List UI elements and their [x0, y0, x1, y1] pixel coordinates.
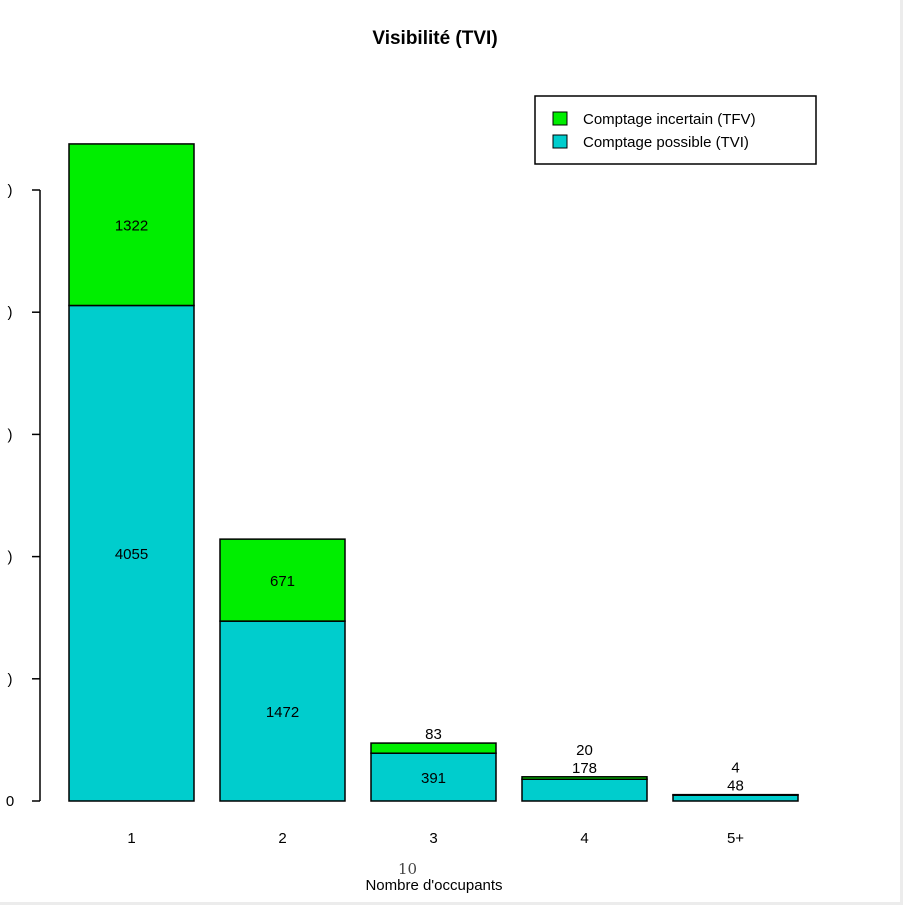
data-label: 83 [425, 726, 442, 743]
bar-segment [370, 752, 497, 802]
data-label: 391 [421, 770, 446, 787]
x-tick-label: 4 [580, 830, 588, 847]
bars [68, 143, 799, 802]
bar-segment [521, 776, 648, 780]
bar-segment [370, 742, 497, 754]
y-tick-label: ) [8, 304, 13, 321]
legend: Comptage incertain (TFV) Comptage possib… [534, 95, 817, 165]
legend-label-possible: Comptage possible (TVI) [583, 134, 749, 151]
bar-segment [219, 538, 346, 622]
x-axis-label: Nombre d'occupants [365, 877, 502, 894]
x-tick-label: 3 [429, 830, 437, 847]
legend-swatch-incertain [552, 111, 568, 126]
bar-segment [672, 793, 799, 796]
legend-box [534, 95, 817, 165]
y-tick-label: ) [8, 549, 13, 566]
y-tick-label: ) [8, 671, 13, 688]
data-label: 48 [727, 778, 744, 795]
data-label: 178 [572, 760, 597, 777]
bar-segment [672, 794, 799, 802]
bar-segment [521, 778, 648, 802]
y-tick-label: ) [8, 182, 13, 199]
x-tick-labels: 1 2 3 4 5+ [127, 830, 744, 847]
data-label: 20 [576, 742, 593, 759]
page-number: 10 [398, 860, 418, 878]
data-label: 4055 [115, 546, 148, 563]
y-axis: 0))))) [6, 182, 41, 810]
y-tick-label: ) [8, 426, 13, 443]
x-tick-label: 1 [127, 830, 135, 847]
bar-segment [219, 620, 346, 802]
y-tick-label: 0 [6, 793, 14, 810]
bar-segment [68, 143, 195, 307]
bar-segment [68, 304, 195, 802]
frame-border-right [900, 0, 903, 905]
legend-swatch-possible [552, 134, 568, 149]
frame-border-bottom [0, 902, 903, 905]
data-label: 4 [731, 760, 739, 777]
x-tick-label: 5+ [727, 830, 744, 847]
data-label: 1322 [115, 218, 148, 235]
legend-label-incertain: Comptage incertain (TFV) [583, 111, 756, 128]
data-label: 1472 [266, 704, 299, 721]
data-label: 671 [270, 573, 295, 590]
chart-title: Visibilité (TVI) [372, 28, 497, 49]
x-tick-label: 2 [278, 830, 286, 847]
